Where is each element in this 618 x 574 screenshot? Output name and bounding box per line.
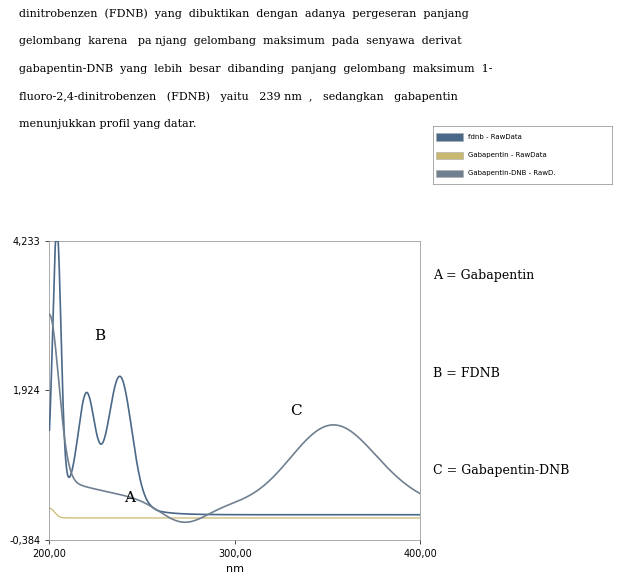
Bar: [436, 170, 463, 177]
Text: Gabapentin-DNB - RawD.: Gabapentin-DNB - RawD.: [468, 170, 556, 176]
Text: B = FDNB: B = FDNB: [433, 367, 499, 379]
Text: gabapentin-DNB  yang  lebih  besar  dibanding  panjang  gelombang  maksimum  1-: gabapentin-DNB yang lebih besar dibandin…: [19, 64, 492, 73]
Bar: [436, 133, 463, 141]
Text: C = Gabapentin-DNB: C = Gabapentin-DNB: [433, 464, 569, 477]
Text: C: C: [290, 404, 302, 417]
Text: dinitrobenzen  (FDNB)  yang  dibuktikan  dengan  adanya  pergeseran  panjang: dinitrobenzen (FDNB) yang dibuktikan den…: [19, 9, 468, 19]
Text: fluoro-2,4-dinitrobenzen   (FDNB)   yaitu   239 nm  ,   sedangkan   gabapentin: fluoro-2,4-dinitrobenzen (FDNB) yaitu 23…: [19, 91, 457, 102]
Text: Gabapentin - RawData: Gabapentin - RawData: [468, 152, 547, 158]
Text: A = Gabapentin: A = Gabapentin: [433, 269, 534, 282]
Text: B: B: [94, 329, 105, 343]
Text: fdnb - RawData: fdnb - RawData: [468, 134, 522, 139]
Text: A: A: [124, 491, 135, 505]
X-axis label: nm: nm: [226, 564, 244, 574]
Text: menunjukkan profil yang datar.: menunjukkan profil yang datar.: [19, 119, 196, 129]
Bar: [436, 152, 463, 159]
Text: gelombang  karena   pa njang  gelombang  maksimum  pada  senyawa  derivat: gelombang karena pa njang gelombang maks…: [19, 36, 461, 46]
